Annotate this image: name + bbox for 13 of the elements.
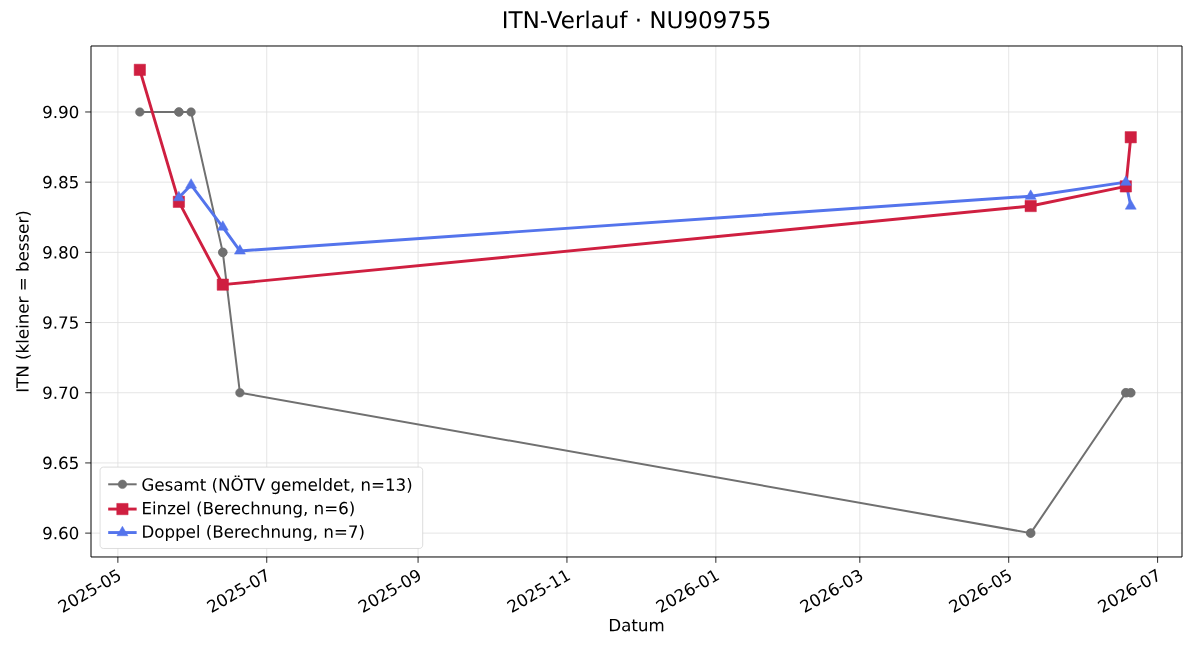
y-axis-title: ITN (kleiner = besser) — [15, 211, 31, 392]
y-tick-label: 9.60 — [43, 526, 79, 540]
y-tick-label: 9.80 — [43, 246, 79, 259]
y-tick-label: 9.70 — [43, 386, 79, 400]
x-axis-title: Datum — [609, 619, 664, 632]
legend-label: Doppel (Berechnung, n=7) — [143, 524, 364, 542]
legend-label: Einzel (Berechnung, n=6) — [143, 501, 354, 518]
y-tick-label: 9.85 — [43, 175, 78, 189]
y-tick-label: 9.75 — [43, 316, 78, 329]
legend-label: Gesamt (NÖTV gemeldet, n=13) — [142, 475, 412, 495]
y-tick-label: 9.65 — [43, 456, 78, 470]
chart-title: ITN-Verlauf · NU909755 — [504, 10, 770, 29]
y-tick-label: 9.90 — [43, 105, 79, 119]
